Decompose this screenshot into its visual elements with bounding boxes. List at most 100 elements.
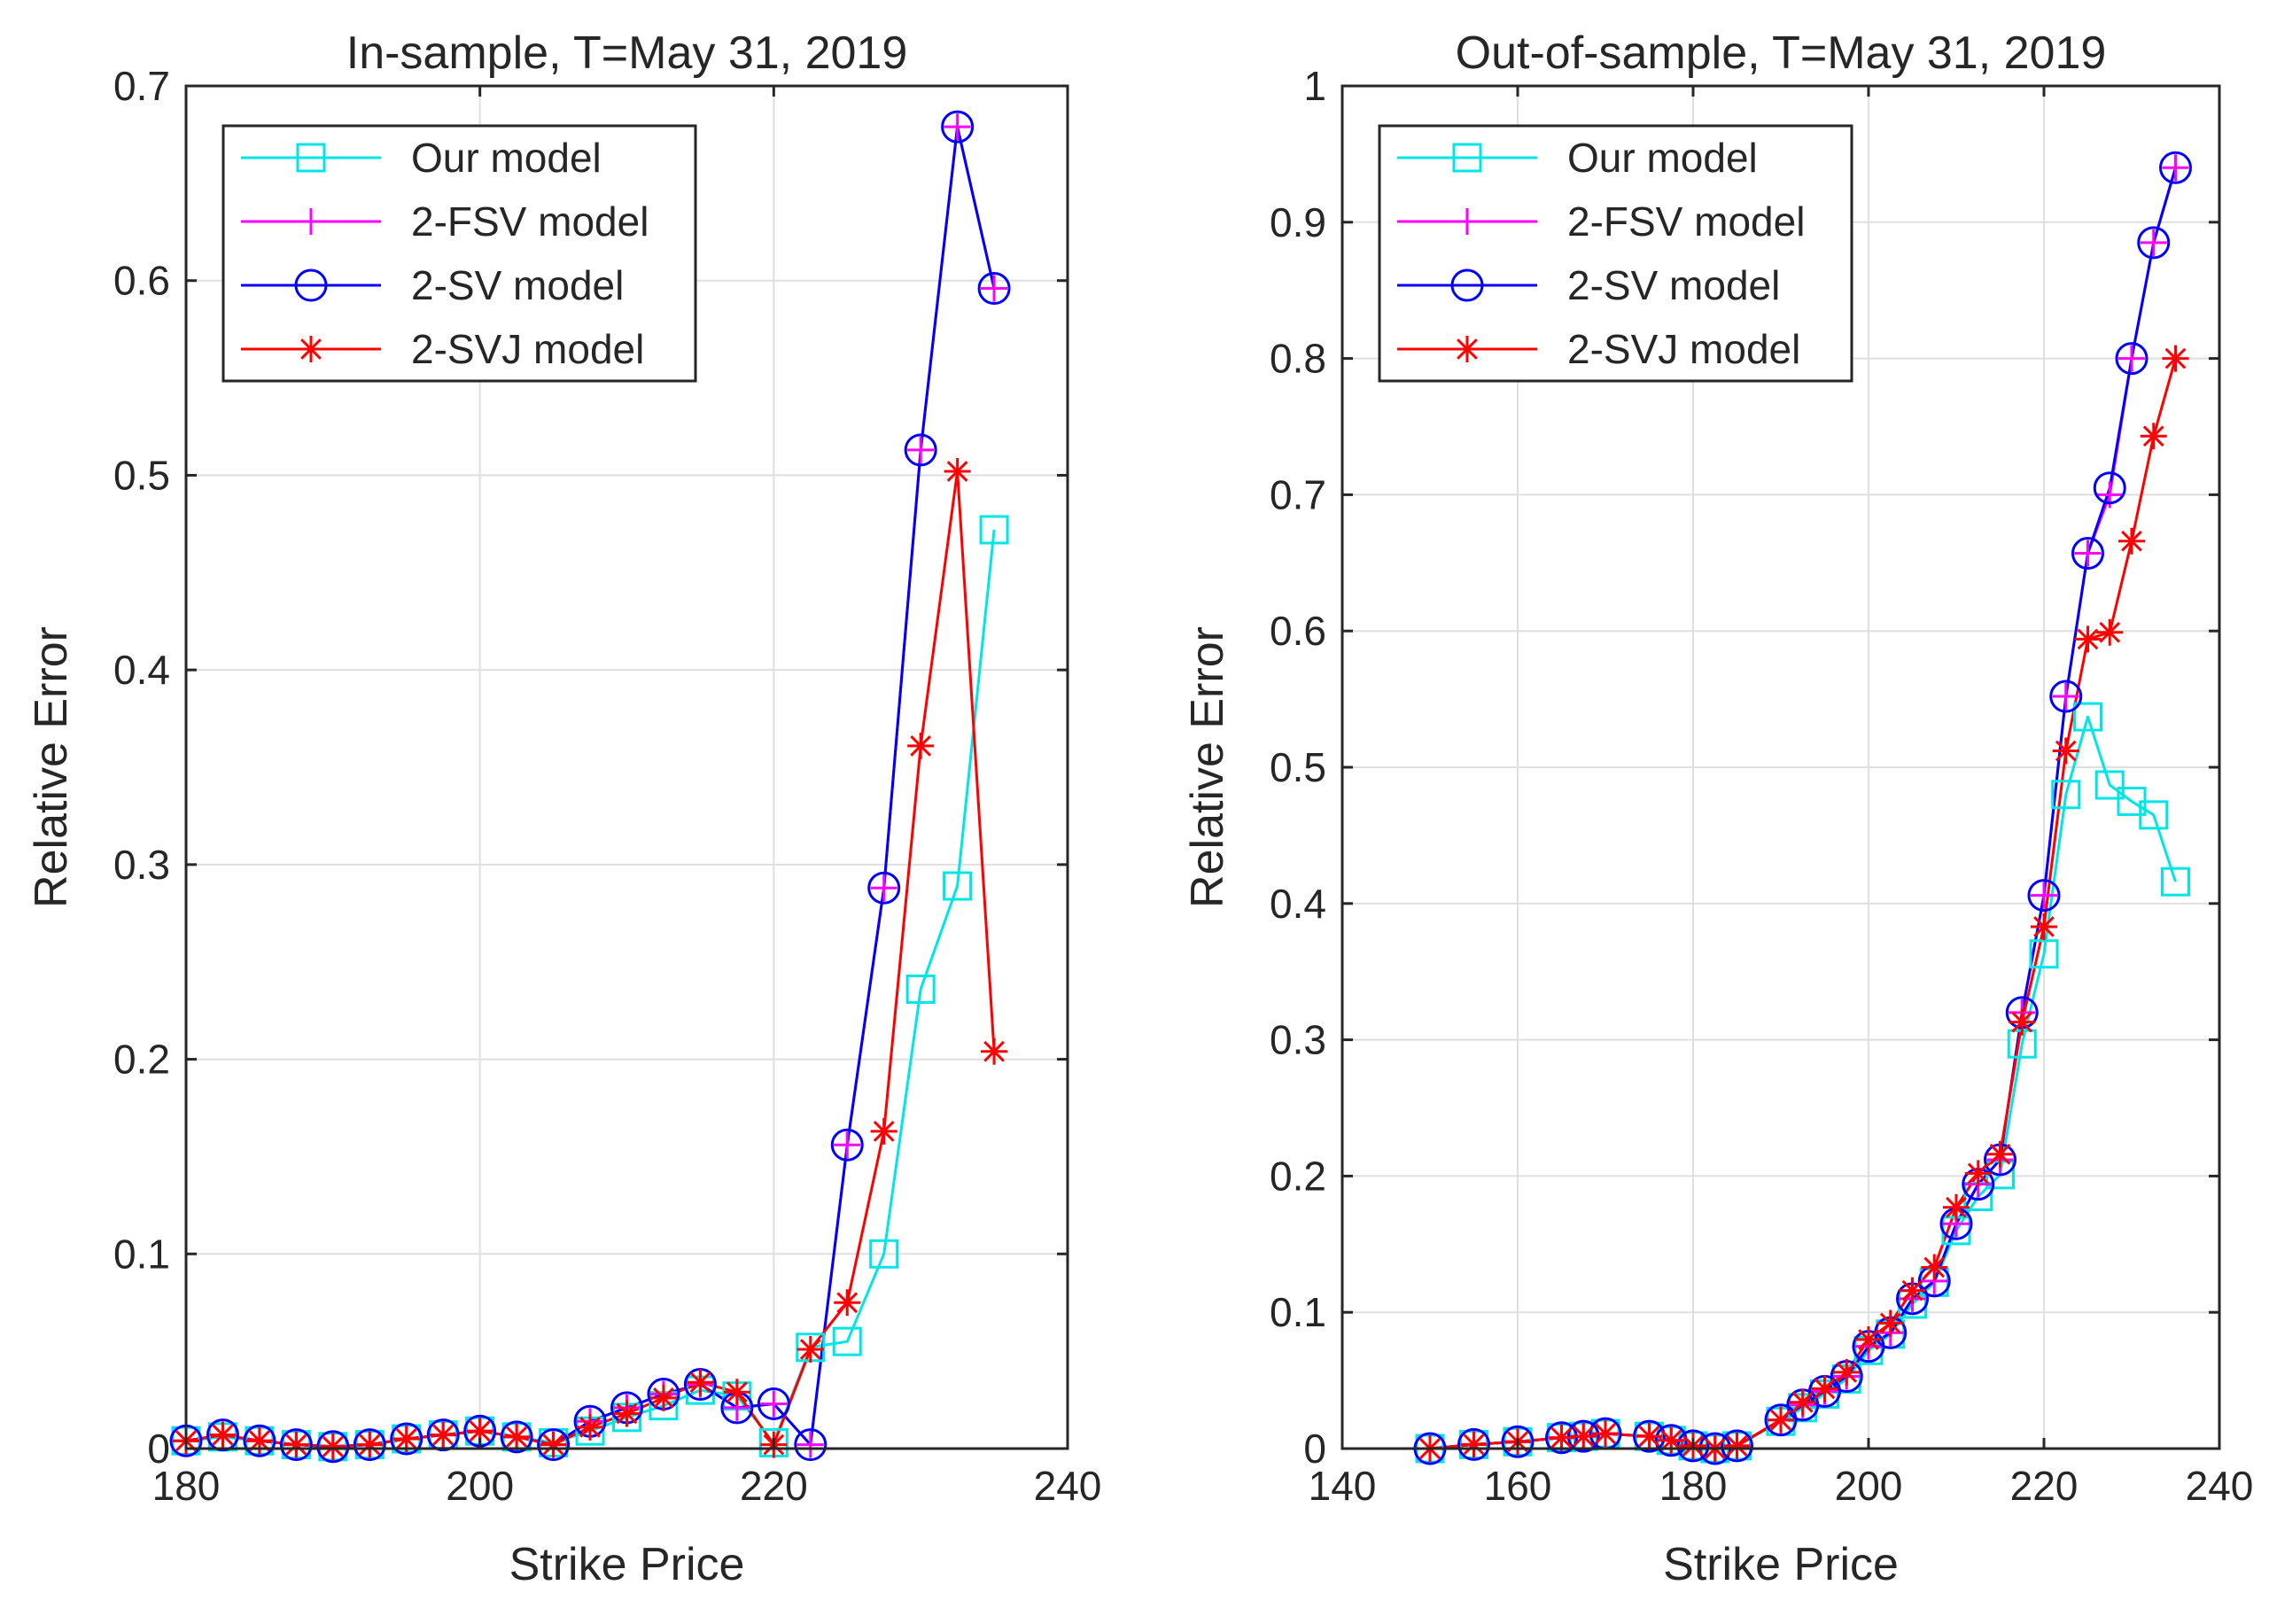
- data-point-2-sv-model: [243, 1424, 276, 1457]
- data-point-2-fsv-model: [796, 1431, 824, 1458]
- data-point-2-sv-model: [941, 110, 975, 144]
- data-point-2-svj-model: [1592, 1420, 1619, 1448]
- axes-box: [184, 84, 1069, 1450]
- x-tick-label: 180: [152, 1463, 221, 1509]
- data-point-2-sv-model: [1545, 1421, 1578, 1455]
- data-point-2-svj-model: [1768, 1406, 1794, 1434]
- legend-label: 2-SV model: [411, 262, 624, 308]
- y-tick-label: 1: [1303, 63, 1326, 109]
- y-tick-label: 0.5: [1270, 744, 1326, 790]
- y-tick-label: 0.6: [1270, 608, 1326, 654]
- data-point-2-fsv-model: [834, 1131, 861, 1159]
- x-tick-label: 220: [740, 1463, 808, 1509]
- y-axis-label: Relative Error: [1182, 626, 1233, 908]
- data-point-2-sv-model: [1721, 1429, 1753, 1463]
- data-point-our-model: [979, 515, 1009, 545]
- data-point-2-svj-model: [2162, 345, 2189, 372]
- data-point-2-svj-model: [1964, 1160, 1992, 1187]
- data-point-2-svj-model: [796, 1335, 824, 1363]
- legend-entry-2-svj-model: 2-SVJ model: [1397, 326, 1800, 372]
- y-tick-label: 0.1: [1270, 1289, 1326, 1335]
- data-point-2-svj-model: [1943, 1193, 1970, 1221]
- data-point-2-svj-model: [577, 1413, 604, 1441]
- data-point-2-sv-model: [500, 1420, 533, 1454]
- data-point-2-fsv-model: [2074, 540, 2102, 567]
- data-point-2-svj-model: [1986, 1140, 2014, 1168]
- data-point-2-sv-model: [1633, 1419, 1666, 1453]
- legend-marker: [298, 208, 324, 235]
- y-tick-label: 0.2: [113, 1037, 170, 1083]
- data-point-2-svj-model: [2118, 527, 2145, 555]
- data-point-2-svj-model: [430, 1421, 457, 1449]
- legend-marker: [298, 336, 324, 362]
- data-point-2-svj-model: [1548, 1424, 1575, 1451]
- data-point-2-sv-model: [390, 1422, 423, 1456]
- data-point-2-sv-model: [2093, 471, 2126, 505]
- data-point-2-sv-model: [426, 1418, 460, 1452]
- y-tick-label: 0: [1303, 1426, 1326, 1472]
- legend-label: 2-SV model: [1567, 262, 1780, 308]
- y-tick-label: 0.2: [1270, 1153, 1326, 1199]
- data-point-2-sv-model: [794, 1428, 828, 1462]
- data-point-2-svj-model: [2140, 423, 2167, 450]
- x-tick-label: 200: [446, 1463, 514, 1509]
- legend-label: Our model: [1567, 135, 1758, 181]
- data-point-2-fsv-model: [2162, 154, 2189, 182]
- legend-box: [221, 124, 697, 383]
- legend-entry-2-fsv-model: 2-FSV model: [1397, 198, 1805, 245]
- data-point-2-fsv-model: [2031, 882, 2057, 909]
- y-tick-label: 0.7: [1270, 471, 1326, 517]
- data-point-2-svj-model: [1570, 1423, 1597, 1450]
- legend-marker: [1450, 268, 1484, 302]
- data-point-2-svj-model: [907, 732, 935, 759]
- data-point-2-fsv-model: [944, 113, 971, 141]
- data-point-2-svj-model: [1460, 1431, 1488, 1458]
- data-point-2-svj-model: [1811, 1375, 1838, 1403]
- data-point-2-svj-model: [2074, 626, 2102, 653]
- legend-marker: [1454, 336, 1480, 362]
- data-point-2-svj-model: [687, 1369, 714, 1396]
- legend-entry-2-sv-model: 2-SV model: [1397, 262, 1780, 308]
- data-point-2-svj-model: [613, 1400, 641, 1427]
- data-point-2-sv-model: [2137, 226, 2171, 260]
- data-point-2-fsv-model: [870, 874, 897, 902]
- x-tick-label: 180: [1659, 1463, 1728, 1509]
- data-point-2-svj-model: [2096, 618, 2124, 646]
- x-axis-label: Strike Price: [509, 1539, 745, 1590]
- data-point-2-fsv-model: [981, 275, 1008, 302]
- data-point-2-svj-model: [540, 1431, 567, 1458]
- legend-label: 2-FSV model: [411, 198, 649, 245]
- data-point-our-model: [2029, 939, 2059, 969]
- data-point-2-svj-model: [503, 1423, 531, 1450]
- data-point-2-sv-model: [353, 1428, 386, 1462]
- data-point-2-svj-model: [2009, 1008, 2036, 1036]
- data-point-2-svj-model: [1899, 1277, 1926, 1304]
- data-point-2-fsv-model: [2118, 345, 2145, 372]
- legend-marker: [1454, 208, 1480, 235]
- data-point-2-sv-model: [537, 1428, 571, 1462]
- y-tick-label: 0.7: [113, 63, 170, 109]
- data-point-2-svj-model: [1789, 1388, 1816, 1416]
- data-point-2-svj-model: [319, 1433, 346, 1460]
- data-point-2-svj-model: [981, 1037, 1008, 1065]
- y-tick-label: 0.9: [1270, 199, 1326, 245]
- data-point-2-svj-model: [1723, 1432, 1751, 1459]
- data-point-2-sv-model: [1501, 1425, 1535, 1458]
- data-point-2-svj-model: [1833, 1358, 1861, 1386]
- y-tick-label: 0.8: [1270, 336, 1326, 382]
- legend-label: 2-FSV model: [1567, 198, 1805, 245]
- data-point-2-svj-model: [1921, 1254, 1948, 1281]
- data-point-our-model: [943, 871, 973, 901]
- chart-title: In-sample, T=May 31, 2019: [346, 27, 908, 79]
- legend-entry-2-fsv-model: 2-FSV model: [241, 198, 649, 245]
- out-of-sample-chart: 140 160 180 200 220 240 0 0.1 0.2 0.3 0.4 0.5 0.6 0.7…: [1182, 27, 2253, 1590]
- data-point-2-svj-model: [1658, 1426, 1685, 1454]
- data-point-2-fsv-model: [2140, 229, 2167, 256]
- y-tick-label: 0.3: [113, 842, 170, 888]
- y-axis-label: Relative Error: [26, 626, 77, 908]
- data-point-2-svj-model: [944, 458, 971, 486]
- data-point-2-fsv-model: [2052, 683, 2079, 711]
- data-point-2-svj-model: [392, 1426, 420, 1453]
- data-point-2-fsv-model: [907, 436, 935, 463]
